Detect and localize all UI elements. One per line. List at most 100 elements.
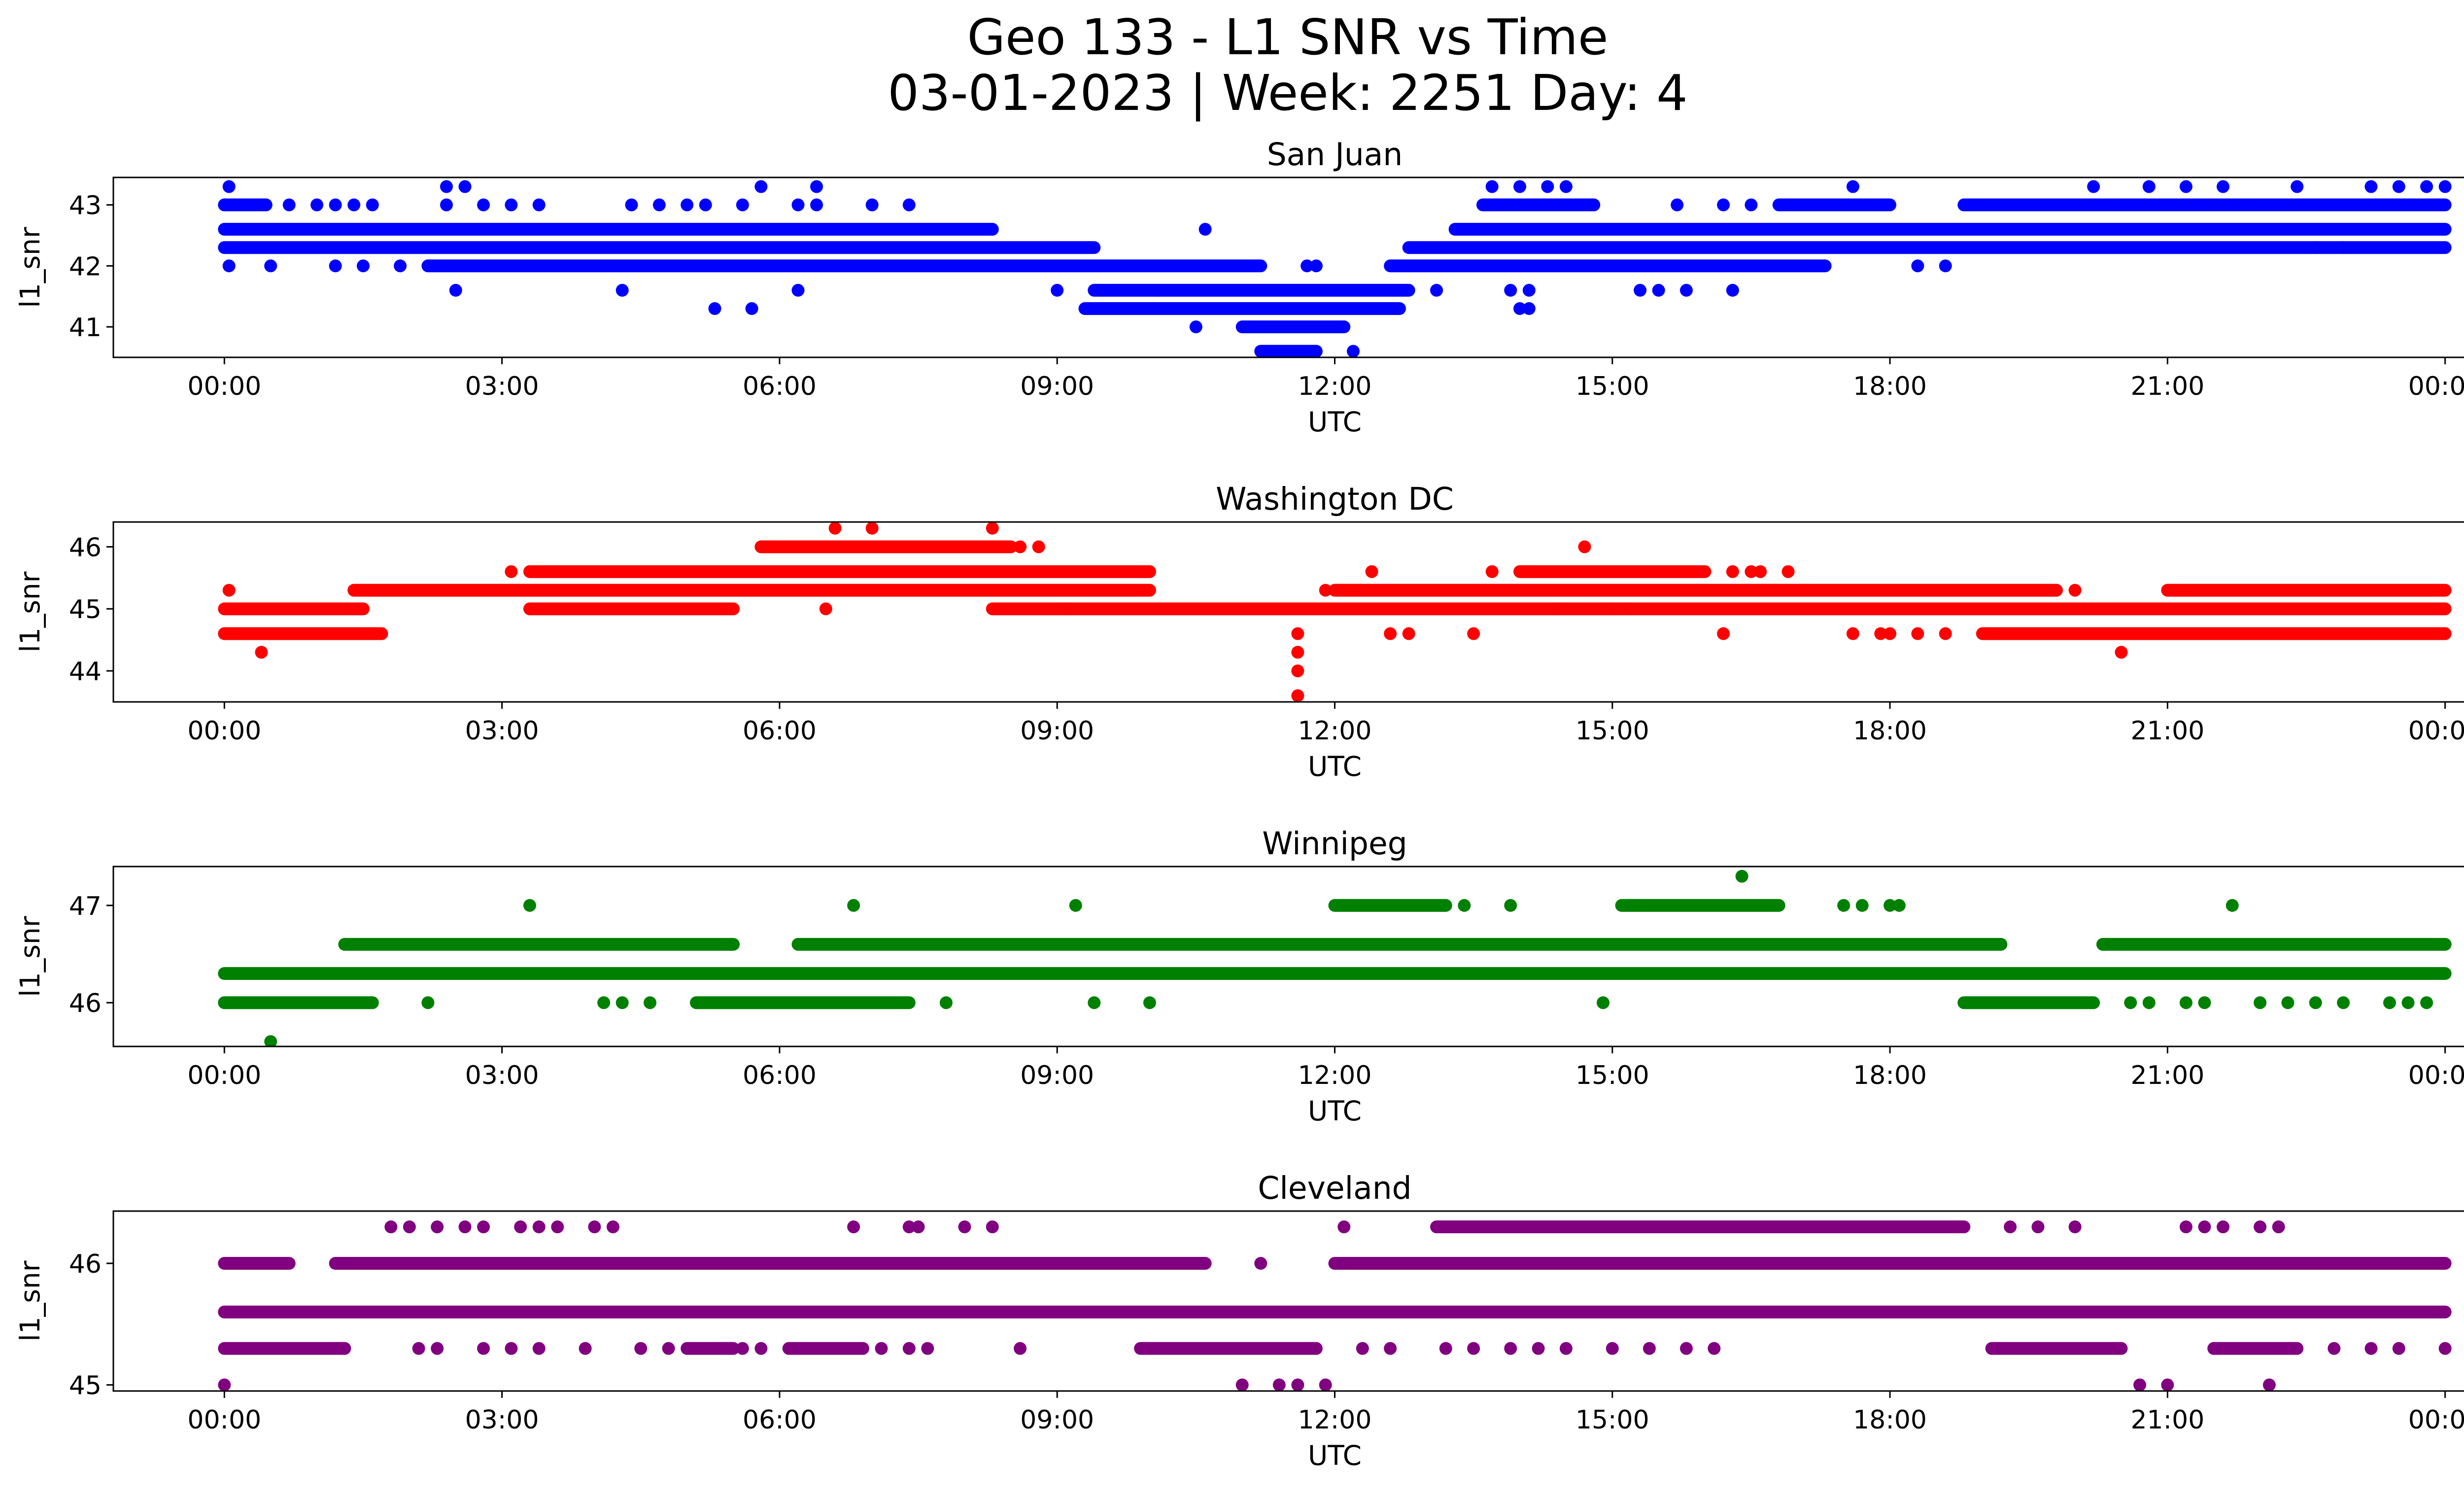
plot-frame (112, 866, 2464, 1047)
data-point (1855, 899, 1869, 912)
data-point (1726, 565, 1739, 578)
figure-title-line2: 03-01-2023 | Week: 2251 Day: 4 (888, 64, 1687, 122)
data-point (2198, 996, 2211, 1009)
data-point (1680, 283, 1693, 297)
data-point (440, 198, 453, 211)
data-point (2318, 627, 2331, 640)
data-point (458, 1220, 472, 1234)
data-point (1569, 1184, 1582, 1197)
scatter-points (218, 180, 2452, 357)
data-point (2124, 996, 2137, 1009)
data-point (2401, 996, 2415, 1009)
data-point (699, 198, 712, 211)
data-point (2254, 996, 2267, 1009)
x-tick-label: 00:00 (187, 716, 261, 746)
data-point (1522, 302, 1536, 315)
x-tick-label: 21:00 (2130, 372, 2204, 401)
data-point (2420, 180, 2433, 193)
y-tick-label: 46 (69, 533, 102, 562)
data-point (2179, 584, 2192, 597)
data-point (2309, 996, 2322, 1009)
data-point (644, 996, 657, 1009)
data-point (2179, 180, 2192, 193)
data-point (1883, 899, 1897, 912)
data-point (514, 1220, 527, 1234)
data-point (222, 180, 236, 193)
y-tick-label: 41 (69, 313, 102, 343)
y-tick-label: 47 (69, 892, 102, 921)
subplot-winnipeg: Winnipeg 00:00 03:00 06:00 09:00 12:00 15:00 18… (14, 826, 2464, 1127)
data-point (1643, 1342, 1656, 1355)
data-point (1846, 627, 1859, 640)
data-point (2217, 1220, 2230, 1234)
data-point (1032, 540, 1045, 554)
data-point (2161, 1378, 2174, 1391)
data-point (2291, 180, 2304, 193)
data-point (1439, 1342, 1452, 1355)
data-point (1754, 565, 1767, 578)
data-point (708, 302, 721, 315)
data-point (1522, 283, 1536, 297)
x-tick-label: 06:00 (743, 1061, 817, 1090)
data-point (1337, 1220, 1351, 1234)
data-point (1430, 283, 1443, 297)
scatter-points (218, 869, 2452, 1046)
data-point (1291, 646, 1304, 659)
data-point (634, 1342, 648, 1355)
data-point (1624, 1184, 1637, 1197)
x-tick-label: 18:00 (1853, 1061, 1927, 1090)
data-point (1291, 689, 1304, 702)
subplot-title: Washington DC (1216, 481, 1454, 517)
data-point (264, 1035, 277, 1046)
data-point (1781, 565, 1795, 578)
data-point (2309, 241, 2322, 254)
data-point (2262, 1378, 2276, 1391)
data-point (1606, 1342, 1619, 1355)
data-point (1152, 283, 1165, 297)
data-point (1235, 1378, 1249, 1391)
data-point (1384, 1342, 1397, 1355)
data-point (1892, 899, 1906, 912)
data-point (2438, 1342, 2452, 1355)
y-axis-label: l1_snr (14, 227, 46, 308)
x-tick-label: 03:00 (465, 1405, 539, 1435)
data-point (1606, 1184, 1619, 1197)
x-tick-label: 03:00 (465, 716, 539, 746)
data-point (921, 1342, 934, 1355)
x-tick-label: 00:00 (2408, 372, 2464, 401)
data-point (1189, 320, 1202, 334)
data-point (2420, 996, 2433, 1009)
data-point (532, 1220, 546, 1234)
data-point (1485, 180, 1499, 193)
data-point (255, 646, 268, 659)
y-axis-label: l1_snr (14, 571, 46, 652)
data-point (2281, 996, 2294, 1009)
data-point (1939, 259, 1952, 273)
data-point (2217, 584, 2230, 597)
x-tick-label: 00:00 (187, 1405, 261, 1435)
data-point (505, 565, 518, 578)
data-point (986, 1220, 999, 1234)
subplot-title: Winnipeg (1262, 826, 1407, 862)
data-point (1717, 627, 1730, 640)
data-point (1198, 223, 1212, 236)
data-point (588, 1220, 601, 1234)
data-point (1559, 1342, 1573, 1355)
data-point (1504, 1342, 1517, 1355)
y-axis-label: l1_snr (14, 1260, 46, 1341)
y-tick-label: 43 (69, 191, 102, 221)
data-point (403, 1220, 416, 1234)
x-tick-label: 00:00 (187, 1061, 261, 1090)
figure-title-line1: Geo 133 - L1 SNR vs Time (967, 8, 1608, 66)
data-point (875, 1342, 888, 1355)
data-point (1143, 996, 1156, 1009)
data-point (1291, 664, 1304, 678)
data-point (2364, 180, 2378, 193)
data-point (1680, 1342, 1693, 1355)
data-point (218, 1378, 231, 1391)
data-point (1559, 180, 1573, 193)
x-tick-label: 06:00 (743, 716, 817, 746)
data-point (440, 180, 453, 193)
data-point (2217, 180, 2230, 193)
